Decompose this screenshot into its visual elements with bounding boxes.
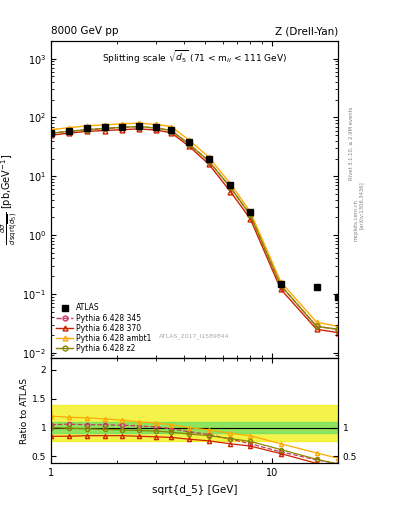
Pythia 6.428 345 xyxy=(186,140,191,146)
Pythia 6.428 345 xyxy=(248,212,253,218)
Pythia 6.428 370 xyxy=(336,330,340,336)
Pythia 6.428 370 xyxy=(66,130,71,136)
Pythia 6.428 ambt1 xyxy=(102,122,107,128)
Pythia 6.428 ambt1 xyxy=(169,123,173,130)
Pythia 6.428 ambt1 xyxy=(120,121,125,127)
Pythia 6.428 z2 xyxy=(169,127,173,134)
Text: mcplots.cern.ch: mcplots.cern.ch xyxy=(353,199,358,241)
Y-axis label: Ratio to ATLAS: Ratio to ATLAS xyxy=(20,378,29,444)
ATLAS xyxy=(207,156,211,162)
Pythia 6.428 z2 xyxy=(248,212,253,218)
Pythia 6.428 345 xyxy=(228,184,233,190)
Line: Pythia 6.428 370: Pythia 6.428 370 xyxy=(49,126,340,335)
ATLAS xyxy=(248,208,253,215)
Pythia 6.428 z2 xyxy=(84,126,89,133)
Pythia 6.428 345 xyxy=(102,125,107,132)
ATLAS xyxy=(336,293,340,300)
Text: ATLAS_2017_I1589844: ATLAS_2017_I1589844 xyxy=(159,334,230,339)
ATLAS xyxy=(314,284,319,290)
Pythia 6.428 370 xyxy=(120,126,125,133)
Pythia 6.428 z2 xyxy=(314,324,319,330)
Pythia 6.428 370 xyxy=(49,132,53,138)
Pythia 6.428 370 xyxy=(154,127,159,133)
Line: ATLAS: ATLAS xyxy=(48,123,341,300)
Pythia 6.428 370 xyxy=(278,286,283,292)
Pythia 6.428 370 xyxy=(186,143,191,149)
Pythia 6.428 345 xyxy=(136,123,141,130)
Legend: ATLAS, Pythia 6.428 345, Pythia 6.428 370, Pythia 6.428 ambt1, Pythia 6.428 z2: ATLAS, Pythia 6.428 345, Pythia 6.428 37… xyxy=(55,302,153,355)
Pythia 6.428 z2 xyxy=(154,125,159,131)
Pythia 6.428 370 xyxy=(136,126,141,132)
ATLAS xyxy=(169,126,173,133)
Pythia 6.428 z2 xyxy=(102,125,107,132)
Pythia 6.428 345 xyxy=(49,130,53,136)
Pythia 6.428 z2 xyxy=(186,140,191,146)
ATLAS xyxy=(120,123,125,130)
X-axis label: sqrt{d_5} [GeV]: sqrt{d_5} [GeV] xyxy=(152,484,237,495)
Pythia 6.428 ambt1 xyxy=(248,208,253,215)
Pythia 6.428 345 xyxy=(120,124,125,131)
Pythia 6.428 345 xyxy=(207,158,211,164)
Pythia 6.428 370 xyxy=(207,161,211,167)
Pythia 6.428 ambt1 xyxy=(228,181,233,187)
ATLAS xyxy=(66,127,71,134)
ATLAS xyxy=(102,124,107,131)
Y-axis label: $\frac{d\sigma}{d\,\mathrm{sqrt}(\overline{d_5})}$ [pb,GeV$^{-1}$]: $\frac{d\sigma}{d\,\mathrm{sqrt}(\overli… xyxy=(0,154,20,245)
ATLAS xyxy=(154,124,159,131)
Text: [arXiv:1306.3436]: [arXiv:1306.3436] xyxy=(359,181,364,229)
Pythia 6.428 z2 xyxy=(66,129,71,135)
Pythia 6.428 ambt1 xyxy=(84,123,89,129)
Text: Splitting scale $\sqrt{d_5}$ (71 < m$_{ll}$ < 111 GeV): Splitting scale $\sqrt{d_5}$ (71 < m$_{l… xyxy=(102,49,287,66)
Pythia 6.428 z2 xyxy=(228,184,233,190)
ATLAS xyxy=(84,125,89,132)
Pythia 6.428 370 xyxy=(84,129,89,135)
Pythia 6.428 370 xyxy=(228,188,233,195)
Pythia 6.428 z2 xyxy=(336,326,340,332)
Pythia 6.428 345 xyxy=(336,326,340,332)
Pythia 6.428 345 xyxy=(84,126,89,133)
Pythia 6.428 ambt1 xyxy=(154,121,159,127)
Pythia 6.428 ambt1 xyxy=(336,324,340,330)
ATLAS xyxy=(49,130,53,136)
Pythia 6.428 345 xyxy=(278,282,283,288)
Pythia 6.428 ambt1 xyxy=(314,319,319,325)
Pythia 6.428 ambt1 xyxy=(186,137,191,143)
ATLAS xyxy=(278,281,283,287)
Pythia 6.428 z2 xyxy=(120,124,125,131)
Pythia 6.428 z2 xyxy=(278,282,283,288)
Pythia 6.428 345 xyxy=(314,324,319,330)
Pythia 6.428 ambt1 xyxy=(136,120,141,126)
ATLAS xyxy=(186,139,191,145)
Line: Pythia 6.428 345: Pythia 6.428 345 xyxy=(49,124,340,332)
Text: Z (Drell-Yan): Z (Drell-Yan) xyxy=(275,26,338,36)
Pythia 6.428 370 xyxy=(102,127,107,134)
Pythia 6.428 z2 xyxy=(207,158,211,164)
Pythia 6.428 ambt1 xyxy=(66,124,71,131)
Pythia 6.428 ambt1 xyxy=(278,279,283,285)
Pythia 6.428 ambt1 xyxy=(207,154,211,160)
Pythia 6.428 370 xyxy=(169,130,173,136)
Pythia 6.428 345 xyxy=(66,129,71,135)
Line: Pythia 6.428 z2: Pythia 6.428 z2 xyxy=(49,124,340,332)
Pythia 6.428 370 xyxy=(314,326,319,332)
Text: 8000 GeV pp: 8000 GeV pp xyxy=(51,26,119,36)
Pythia 6.428 370 xyxy=(248,216,253,222)
Pythia 6.428 345 xyxy=(154,125,159,131)
Pythia 6.428 345 xyxy=(169,127,173,134)
Pythia 6.428 z2 xyxy=(49,130,53,136)
ATLAS xyxy=(228,182,233,188)
Pythia 6.428 z2 xyxy=(136,123,141,130)
Pythia 6.428 ambt1 xyxy=(49,126,53,133)
ATLAS xyxy=(136,123,141,129)
Line: Pythia 6.428 ambt1: Pythia 6.428 ambt1 xyxy=(49,121,340,329)
Text: Rivet 3.1.10, ≥ 2.9M events: Rivet 3.1.10, ≥ 2.9M events xyxy=(349,106,354,180)
